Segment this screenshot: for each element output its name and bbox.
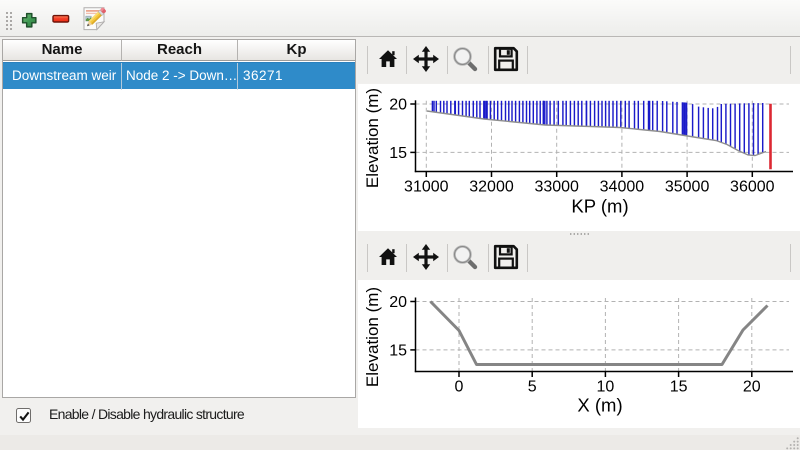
svg-text:34000: 34000 <box>600 179 645 196</box>
svg-text:10: 10 <box>597 379 615 396</box>
svg-text:20: 20 <box>389 97 407 114</box>
svg-text:32000: 32000 <box>469 179 514 196</box>
svg-text:Elevation (m): Elevation (m) <box>363 88 382 188</box>
svg-text:KP (m): KP (m) <box>571 196 628 217</box>
svg-text:31000: 31000 <box>404 179 449 196</box>
svg-text:0: 0 <box>455 379 464 396</box>
svg-text:15: 15 <box>670 379 688 396</box>
svg-text:36000: 36000 <box>730 179 775 196</box>
svg-text:15: 15 <box>389 145 407 162</box>
svg-text:5: 5 <box>528 379 537 396</box>
svg-text:Elevation (m): Elevation (m) <box>363 287 382 387</box>
svg-text:35000: 35000 <box>665 179 710 196</box>
svg-text:20: 20 <box>743 379 761 396</box>
svg-text:20: 20 <box>389 294 407 311</box>
svg-text:15: 15 <box>389 342 407 359</box>
svg-text:33000: 33000 <box>534 179 579 196</box>
svg-text:X (m): X (m) <box>577 395 622 416</box>
